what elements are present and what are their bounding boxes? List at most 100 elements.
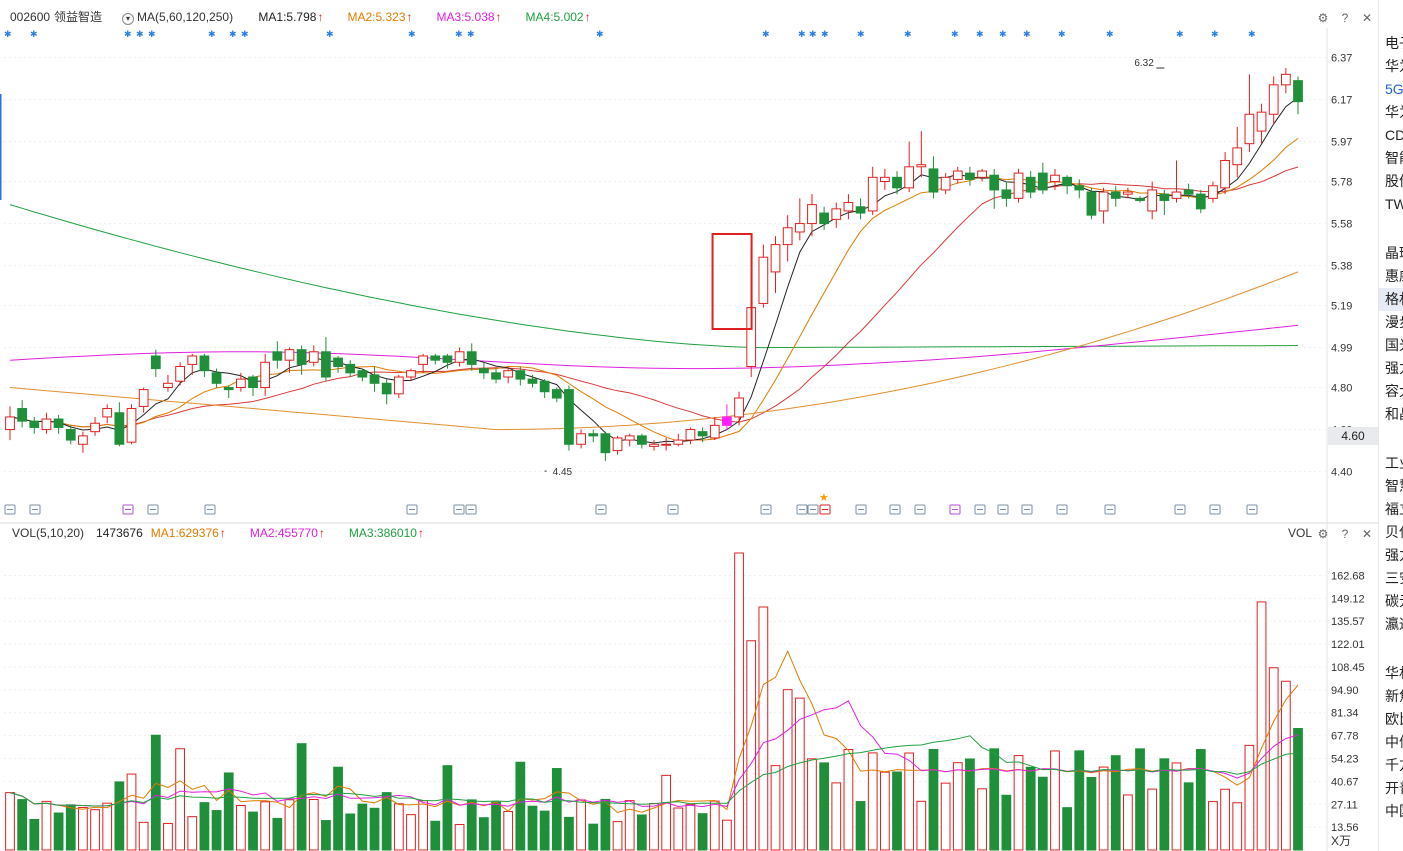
sidebar-stock-group3-4[interactable]: 强力 xyxy=(1385,547,1403,563)
candle-body xyxy=(1123,191,1133,195)
candle-body xyxy=(1037,172,1048,191)
candle-body xyxy=(855,206,866,214)
event-star-icon: ✱ xyxy=(951,29,959,39)
sidebar-stock-group4-2[interactable]: 欧比 xyxy=(1385,711,1403,727)
candle-body xyxy=(1256,111,1267,132)
sidebar-stock-group4-5[interactable]: 开普 xyxy=(1385,780,1403,796)
up-arrow-icon: ↑ xyxy=(417,526,424,540)
ma-dropdown[interactable]: ▾ MA(5,60,120,250) xyxy=(122,10,245,25)
volume-bar xyxy=(308,798,319,851)
candle-body xyxy=(1171,191,1182,199)
candle-body xyxy=(1074,185,1085,191)
candle-body xyxy=(867,176,878,212)
sidebar-stock-group3-5[interactable]: 三安 xyxy=(1385,570,1403,586)
candle-body xyxy=(503,370,514,378)
sidebar-stock-group1-5[interactable]: 智能 xyxy=(1385,150,1403,166)
volume-bar xyxy=(940,782,951,851)
chevron-down-icon: ▾ xyxy=(122,13,134,25)
event-star-icon: ✱ xyxy=(30,29,38,39)
sidebar-stock-group2-4[interactable]: 国光 xyxy=(1385,337,1403,353)
sidebar-stock-group1-4[interactable]: CD xyxy=(1385,127,1403,143)
sidebar-stock-group1-3[interactable]: 华为 xyxy=(1385,104,1403,120)
ma120-line xyxy=(9,324,1299,370)
candle-body xyxy=(685,429,696,441)
candle-body xyxy=(1280,73,1291,86)
candle-body xyxy=(819,212,829,225)
star-icon: ★ xyxy=(819,492,829,504)
volume-bar xyxy=(1135,748,1145,851)
sidebar-stock-group4-4[interactable]: 千方 xyxy=(1385,757,1403,773)
event-star-icon: ✱ xyxy=(798,29,806,39)
close-icon[interactable]: ✕ xyxy=(1361,527,1373,541)
volume-bar xyxy=(1123,794,1133,851)
event-star-icon: ✱ xyxy=(809,29,817,39)
candle-body xyxy=(381,382,392,395)
volume-bar xyxy=(1159,758,1170,851)
event-star-icon: ✱ xyxy=(976,29,984,39)
volume-bar xyxy=(454,824,465,851)
sidebar-stock-group3-6[interactable]: 碳元 xyxy=(1385,593,1403,609)
volume-bar xyxy=(1280,680,1291,851)
sidebar-stock-group2-7[interactable]: 和晶 xyxy=(1385,406,1403,422)
vol-right-label: VOL xyxy=(1288,526,1313,540)
gear-icon[interactable]: ⚙ xyxy=(1317,11,1329,25)
volume-bar xyxy=(1110,755,1121,851)
candle-body xyxy=(1025,176,1036,193)
sidebar-stock-group3-1[interactable]: 智慧 xyxy=(1385,478,1403,494)
gear-icon[interactable]: ⚙ xyxy=(1317,527,1329,541)
candle-body xyxy=(53,418,64,428)
sidebar-stock-group1-2[interactable]: 5G xyxy=(1385,81,1403,97)
current-price-tag: 4.60 xyxy=(1328,427,1378,445)
candle-body xyxy=(175,365,185,382)
candle-body xyxy=(126,408,137,443)
sidebar-stock-group4-1[interactable]: 新焦 xyxy=(1385,688,1403,704)
candle-body xyxy=(1062,176,1073,187)
candle-body xyxy=(722,416,732,426)
sidebar-stock-group4-0[interactable]: 华林 xyxy=(1385,665,1403,681)
event-star-icon: ✱ xyxy=(4,29,12,39)
up-arrow-icon: ↑ xyxy=(584,10,591,24)
event-star-icon: ✱ xyxy=(596,29,604,39)
candle-body xyxy=(965,172,975,180)
close-icon[interactable]: ✕ xyxy=(1361,11,1373,25)
sidebar-stock-group4-6[interactable]: 中国 xyxy=(1385,803,1403,819)
help-icon[interactable]: ? xyxy=(1341,527,1349,541)
event-star-icon: ✱ xyxy=(124,29,132,39)
sidebar-stock-group4-3[interactable]: 中信 xyxy=(1385,734,1403,750)
help-icon[interactable]: ? xyxy=(1341,11,1349,25)
volume-bar xyxy=(600,798,611,851)
candle-body xyxy=(904,166,915,189)
sidebar-stock-group2-2[interactable]: 格林 xyxy=(1379,288,1403,311)
sidebar-stock-group1-6[interactable]: 股份 xyxy=(1385,173,1403,189)
volume-bar xyxy=(673,807,684,851)
sidebar-stock-group2-5[interactable]: 强力 xyxy=(1385,360,1403,376)
volume-unit-label: X万 xyxy=(1331,834,1351,848)
sidebar-stock-group1-7[interactable]: TW xyxy=(1385,196,1403,212)
volume-bar xyxy=(321,820,331,851)
ma-legend-item-1: MA1:5.798↑ xyxy=(258,10,324,24)
sidebar-stock-group1-0[interactable]: 电子 xyxy=(1385,35,1403,51)
sidebar-stock-group1-1[interactable]: 华为 xyxy=(1385,58,1403,74)
volume-bar xyxy=(466,799,477,851)
sidebar-stock-group2-0[interactable]: 晶瑞 xyxy=(1385,245,1403,261)
sidebar-stock-group3-2[interactable]: 福立 xyxy=(1385,501,1403,517)
price-annotation: 6.32 xyxy=(1134,58,1154,69)
candle-body xyxy=(1147,189,1158,212)
sidebar-stock-group3-0[interactable]: 工业 xyxy=(1385,455,1403,471)
sidebar-stock-group3-7[interactable]: 瀛通 xyxy=(1385,616,1403,632)
sidebar-stock-group2-3[interactable]: 漫步 xyxy=(1385,314,1403,330)
volume-bar xyxy=(989,748,1000,851)
sidebar-stock-group2-6[interactable]: 容大 xyxy=(1385,383,1403,399)
candle-body xyxy=(758,256,769,304)
vol-ma-items: MA1:629376↑ MA2:455770↑ MA3:386010↑ xyxy=(151,526,448,540)
volume-bar xyxy=(1013,755,1024,851)
event-star-icon: ✱ xyxy=(1211,29,1219,39)
volume-bar xyxy=(78,806,88,851)
candle-body xyxy=(1086,191,1097,216)
sidebar-stock-group2-1[interactable]: 惠威 xyxy=(1385,268,1403,284)
volume-bar xyxy=(855,801,866,851)
sidebar-stock-group3-3[interactable]: 贝仕 xyxy=(1385,524,1403,540)
price-tick-label: 6.37 xyxy=(1331,53,1352,65)
candle-body xyxy=(892,176,902,189)
